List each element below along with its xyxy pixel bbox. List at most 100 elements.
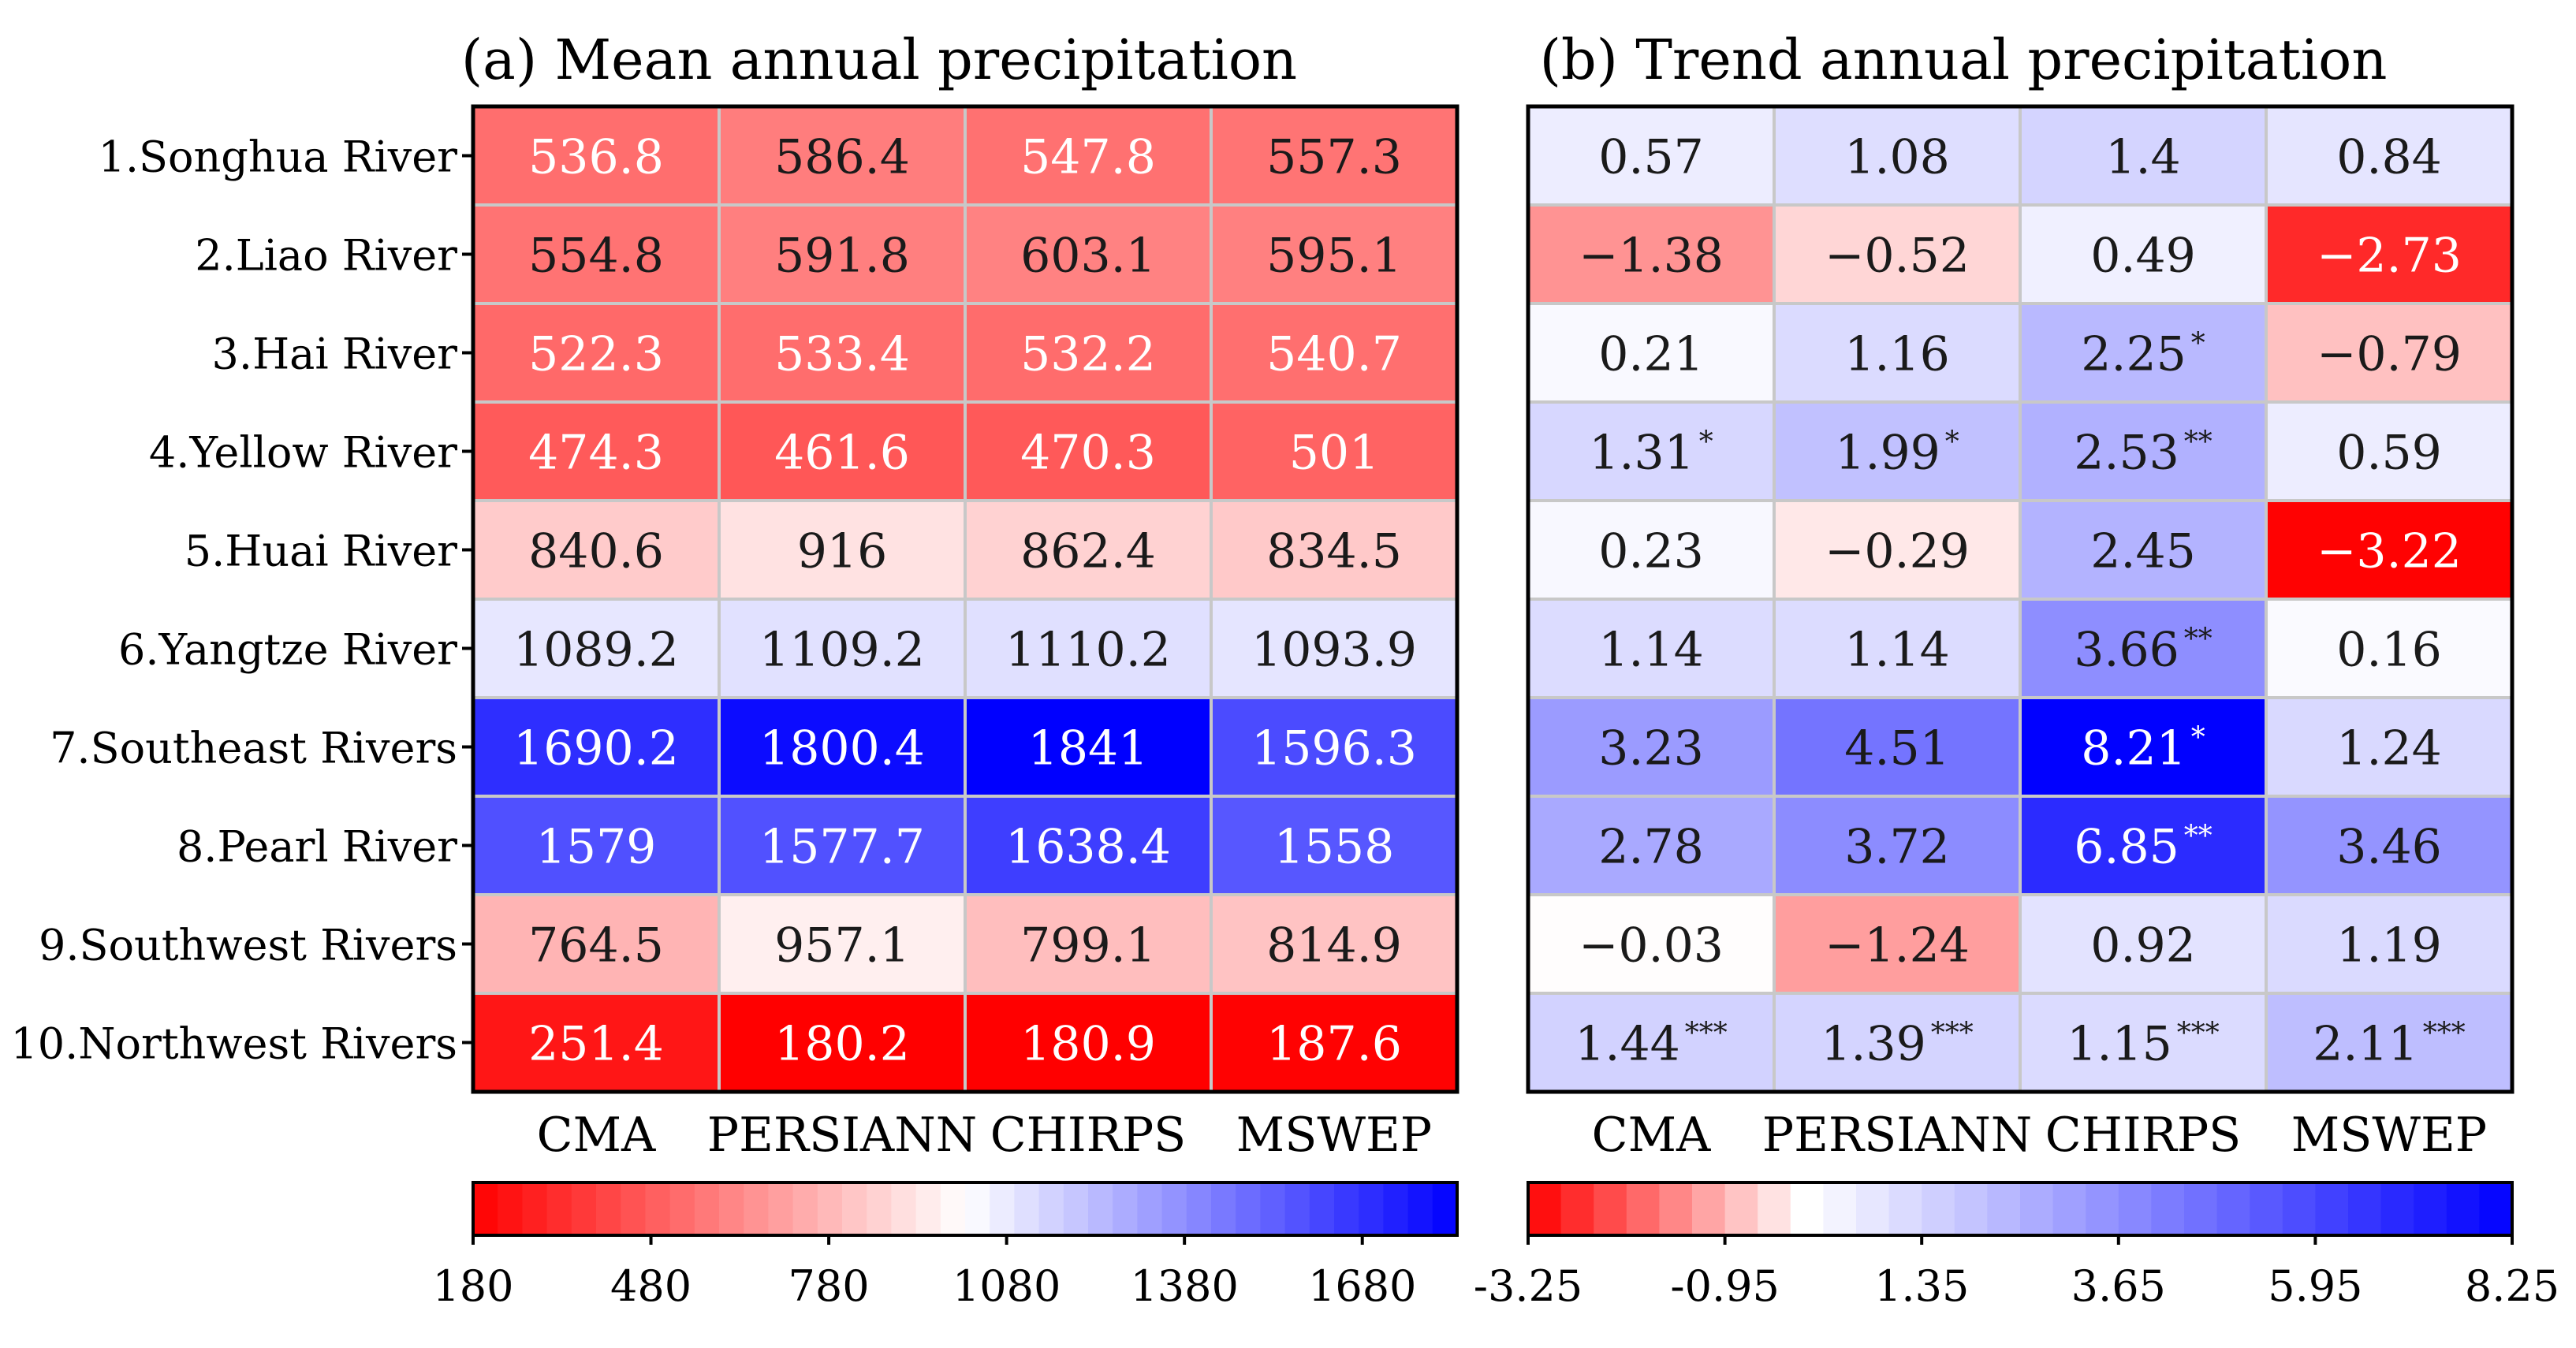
cell-value: 1596.3: [1251, 721, 1417, 776]
colorbar-segment: [817, 1182, 843, 1235]
column-label: PERSIANN: [707, 1108, 977, 1163]
cell-value: 1800.4: [759, 721, 925, 776]
heatmap-cell: [964, 696, 1213, 798]
colorbar-segment: [1137, 1182, 1163, 1235]
colorbar-segment: [1692, 1182, 1726, 1235]
cell-value: 180.2: [774, 1017, 910, 1072]
cell-value-label: 1.31 *: [1589, 426, 1713, 481]
colorbar-segment: [965, 1182, 990, 1235]
row-label: 1.Songhua River: [99, 132, 458, 182]
column-label: CHIRPS: [2045, 1108, 2242, 1163]
row-label: 9.Southwest Rivers: [39, 921, 457, 970]
heatmap-cell: [964, 499, 1213, 601]
heatmap-cell: [472, 598, 721, 699]
colorbar-segment: [1823, 1182, 1857, 1235]
heatmap-cell: [472, 795, 721, 896]
cell-value-label: 799.1: [1020, 918, 1156, 974]
row-label: 7.Southeast Rivers: [50, 724, 457, 773]
panel-title: (a) Mean annual precipitation: [461, 28, 1297, 92]
colorbar-segment: [1359, 1182, 1385, 1235]
colorbar-segment: [1856, 1182, 1890, 1235]
cell-value: 957.1: [774, 918, 910, 974]
colorbar-segment: [621, 1182, 647, 1235]
colorbar-segment: [1758, 1182, 1791, 1235]
colorbar-tick-label: 780: [788, 1261, 870, 1311]
colorbar-segment: [1211, 1182, 1236, 1235]
cell-value-label: 834.5: [1266, 524, 1402, 579]
cell-value-label: 3.23: [1598, 721, 1704, 776]
cell-value-label: 1.4: [2105, 130, 2180, 185]
cell-value-label: 764.5: [528, 918, 664, 974]
colorbar-tick-label: 1080: [952, 1261, 1061, 1311]
cell-value-label: 2.11 ***: [2313, 1017, 2466, 1072]
row-label: 5.Huai River: [185, 527, 457, 576]
cell-value-label: 180.9: [1020, 1017, 1156, 1072]
colorbar-segment: [792, 1182, 818, 1235]
column-label: CMA: [537, 1108, 656, 1163]
cell-value: 862.4: [1020, 524, 1156, 579]
colorbar-segment: [1790, 1182, 1825, 1235]
colorbar-segment: [2380, 1182, 2414, 1235]
colorbar-segment: [2479, 1182, 2513, 1235]
row-label: 3.Hai River: [212, 330, 458, 379]
heatmap-cell: [472, 992, 721, 1093]
colorbar-segment: [1014, 1182, 1040, 1235]
cell-value: 1.08: [1844, 130, 1950, 185]
colorbar-segment: [891, 1182, 917, 1235]
cell-value: 522.3: [528, 327, 664, 382]
cell-value: −2.73: [2317, 229, 2462, 284]
colorbar-segment: [694, 1182, 720, 1235]
colorbar-segment: [940, 1182, 966, 1235]
heatmap-cell: [964, 598, 1213, 699]
colorbar-segment: [546, 1182, 572, 1235]
heatmap-cell: [2019, 499, 2268, 601]
cell-value: 0.16: [2336, 623, 2442, 678]
cell-value: 0.84: [2336, 130, 2442, 185]
heatmap-cell: [1773, 302, 2022, 404]
panel-trend-annual-precipitation: (b) Trend annual precipitation 0.57 1.08 1.…: [1474, 28, 2559, 1311]
cell-value: 4.51: [1844, 721, 1950, 776]
cell-value: 1.16: [1844, 327, 1950, 382]
cell-value: 916: [797, 524, 888, 579]
significance-marker: **: [2184, 426, 2213, 459]
colorbar-segment: [645, 1182, 671, 1235]
row-label: 6.Yangtze River: [118, 625, 457, 675]
colorbar-segment: [2348, 1182, 2382, 1235]
cell-value-label: 1093.9: [1251, 623, 1417, 678]
significance-marker: *: [2191, 722, 2205, 754]
colorbar-segment: [1383, 1182, 1409, 1235]
cell-value-label: 540.7: [1266, 327, 1402, 382]
cell-value: 1.4: [2105, 130, 2180, 185]
cell-value: 0.21: [1598, 327, 1704, 382]
cell-value-label: 501: [1289, 426, 1380, 481]
colorbar-segment: [2052, 1182, 2086, 1235]
cell-value: 1638.4: [1005, 820, 1171, 875]
cell-value: −1.38: [1579, 229, 1724, 284]
colorbar-segment: [669, 1182, 695, 1235]
heatmap-cell: [964, 795, 1213, 896]
colorbar-tick-label: -0.95: [1670, 1261, 1779, 1311]
cell-value: 0.49: [2090, 229, 2196, 284]
heatmap-cell: [1210, 203, 1459, 305]
cell-value: 0.23: [1598, 524, 1704, 579]
heatmap-cell: [2019, 696, 2268, 798]
cell-value-label: 0.59: [2336, 426, 2442, 481]
heatmap-cell: [2019, 302, 2268, 404]
colorbar-tick-label: 5.95: [2268, 1261, 2362, 1311]
cell-value-label: 470.3: [1020, 426, 1156, 481]
heatmap-cell: [718, 598, 967, 699]
panel-mean-annual-precipitation: (a) Mean annual precipitation 536.8 586.4 5…: [10, 28, 1459, 1311]
cell-value: 6.85: [2074, 820, 2179, 875]
heatmap-cell: [1527, 400, 1776, 502]
plot-frame: [471, 104, 1459, 1094]
cell-value: 2.53: [2074, 426, 2179, 481]
colorbar-segment: [473, 1182, 498, 1235]
significance-marker: ***: [1685, 1018, 1728, 1050]
colorbar-segment: [1236, 1182, 1262, 1235]
cell-value-label: 1.24: [2336, 721, 2442, 776]
colorbar-tick-label: 1680: [1308, 1261, 1416, 1311]
cell-value: 3.66: [2074, 623, 2179, 678]
heatmap-cell: [2019, 203, 2268, 305]
cell-value-label: 916: [797, 524, 888, 579]
cell-value-label: 1.14: [1598, 623, 1704, 678]
